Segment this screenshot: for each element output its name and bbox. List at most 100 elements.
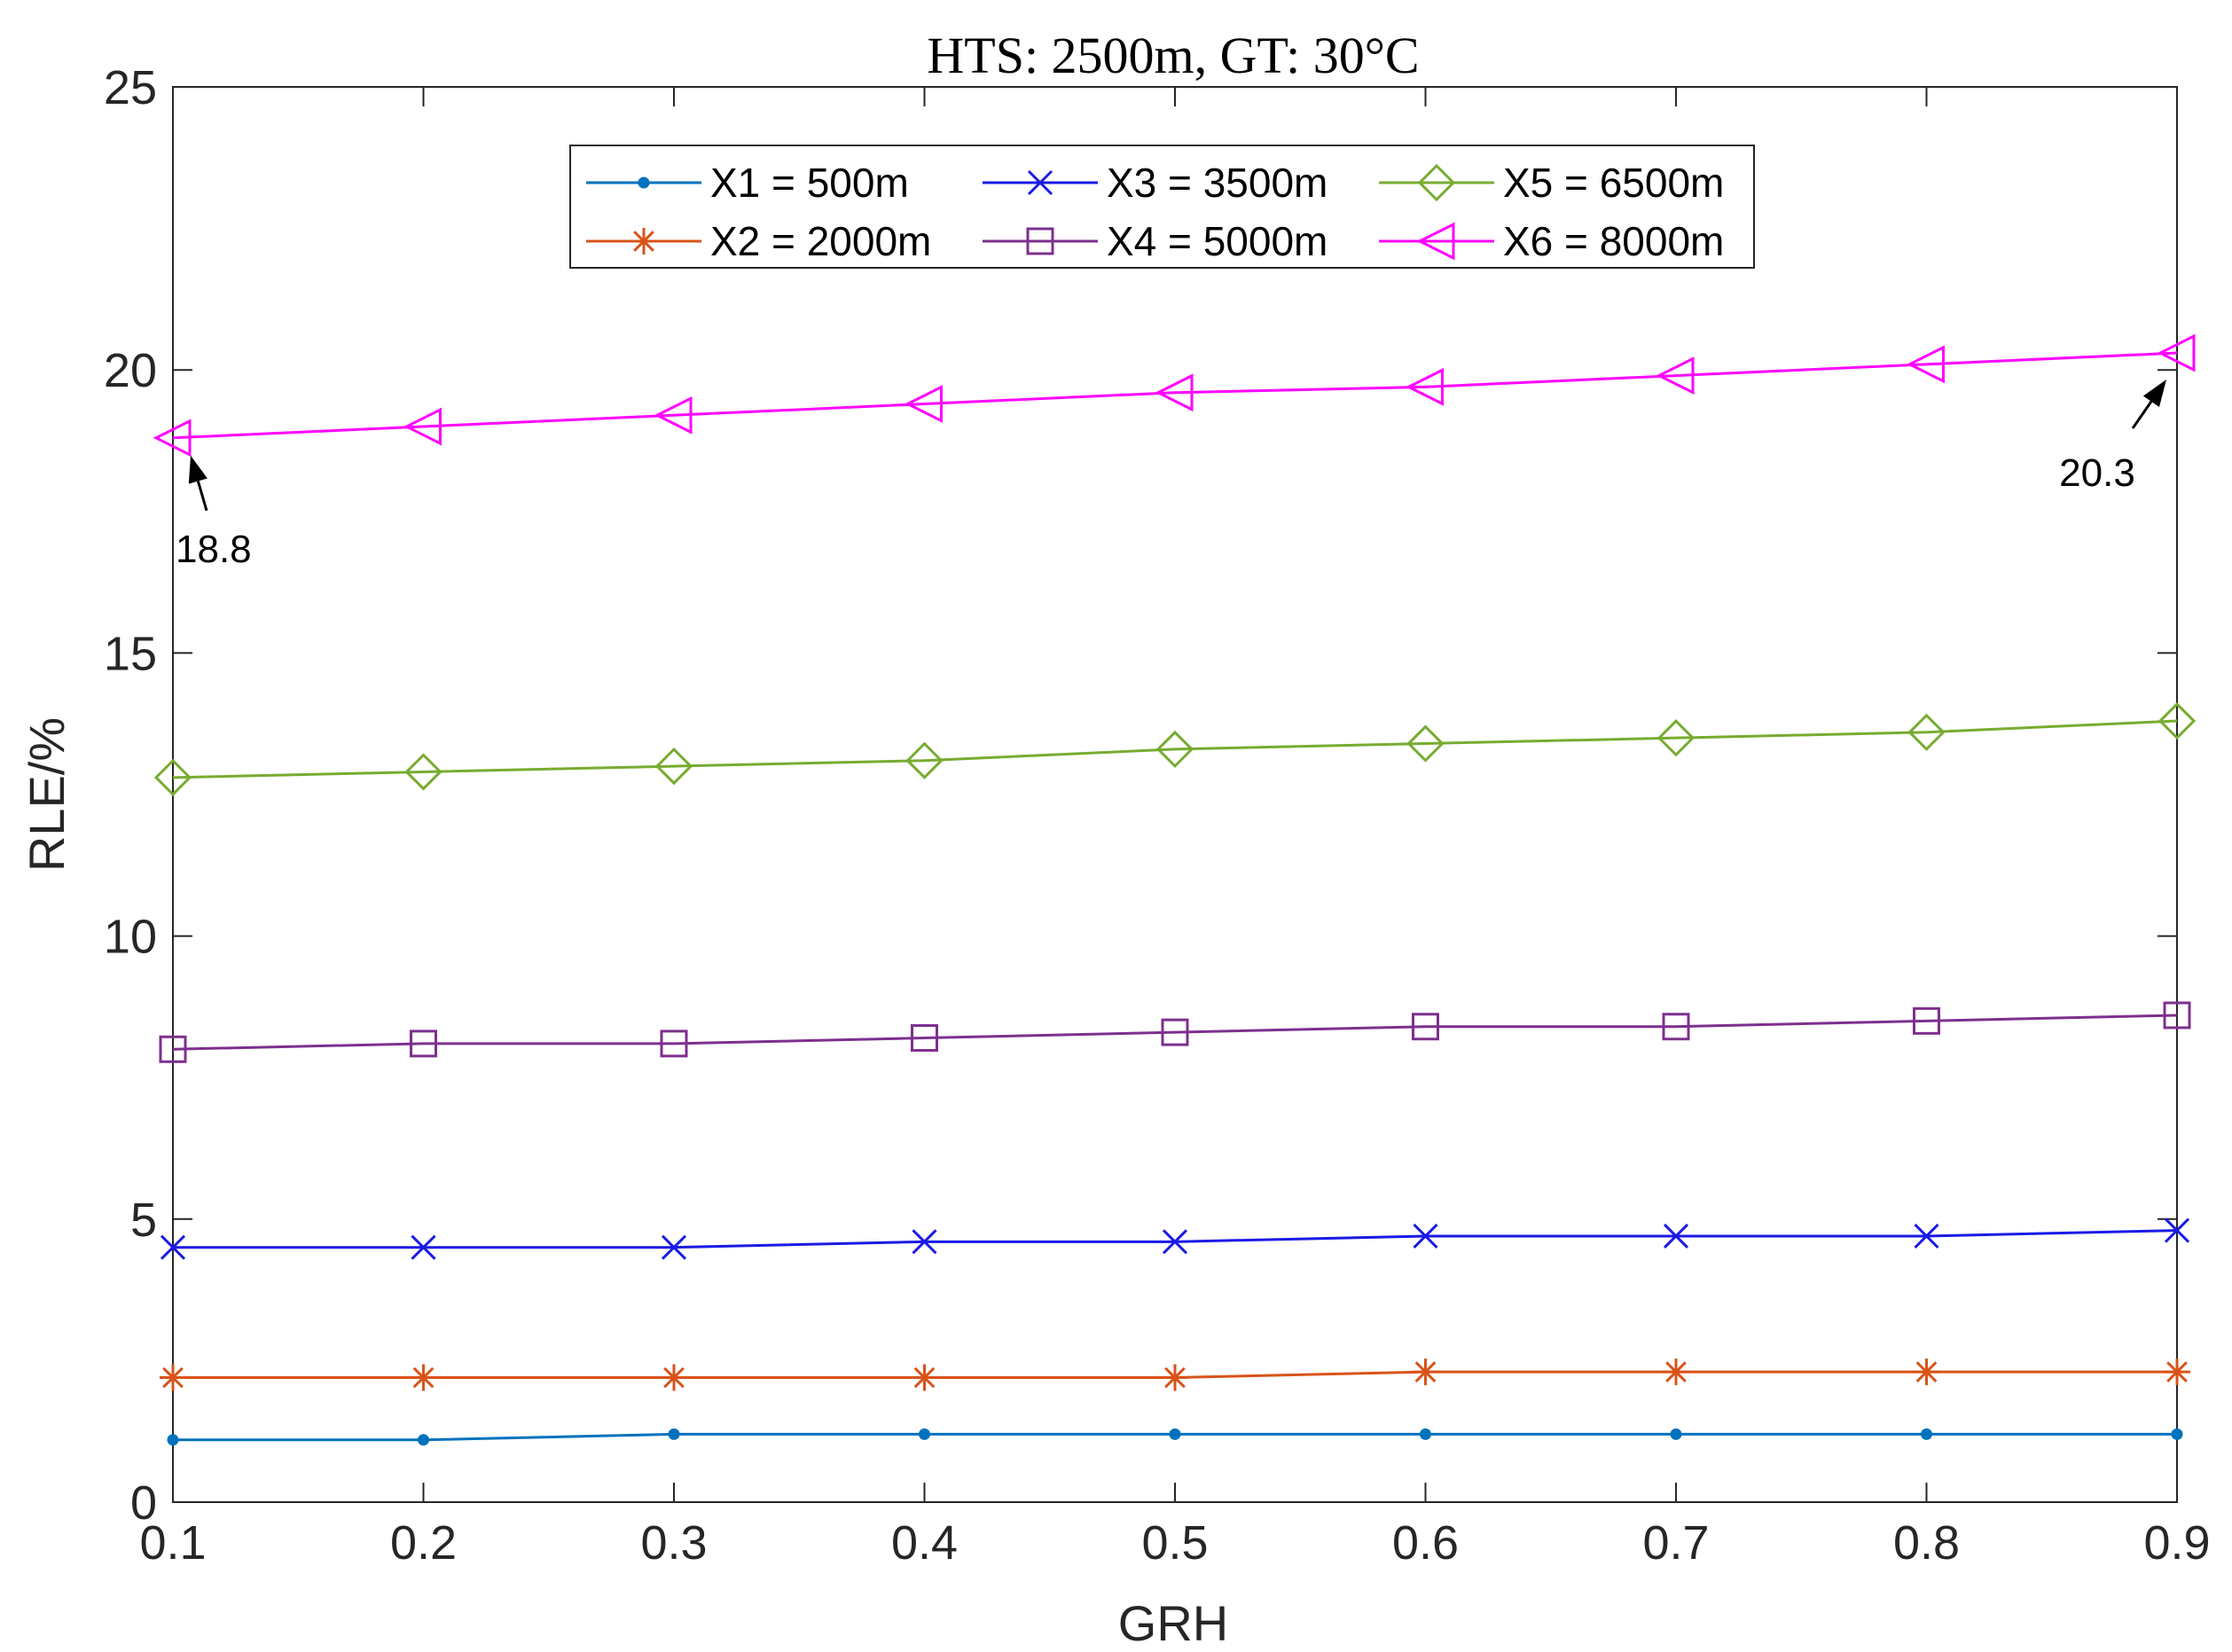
- data-point: [153, 419, 192, 458]
- data-point: [1663, 1358, 1689, 1386]
- data-point: [1406, 724, 1445, 763]
- x-tick-label: 0.7: [1642, 1516, 1709, 1570]
- data-point: [1412, 1013, 1439, 1041]
- y-axis-title: RLE/%: [19, 717, 74, 872]
- series-line: [172, 351, 2178, 440]
- x-tick-label: 0.8: [1893, 1516, 1960, 1570]
- data-point: [1413, 1223, 1438, 1249]
- data-point: [668, 1428, 680, 1440]
- x-tick-label: 0.4: [891, 1516, 958, 1570]
- data-point: [160, 1364, 186, 1391]
- data-point: [654, 395, 693, 435]
- legend-item: X3 = 3500m: [983, 160, 1327, 206]
- data-point: [1406, 367, 1444, 406]
- data-point: [1420, 1428, 1431, 1440]
- data-point: [1161, 1018, 1189, 1046]
- annotation-arrow-shaft: [196, 481, 208, 512]
- y-tick-label: 5: [130, 1194, 157, 1247]
- y-tick-label: 20: [104, 344, 157, 397]
- data-point: [159, 1035, 187, 1063]
- data-point: [905, 741, 944, 779]
- legend-marker: [630, 228, 657, 254]
- x-tick-label: 0.2: [390, 1516, 457, 1570]
- x-axis-title: GRH: [1118, 1595, 1228, 1651]
- data-point: [1921, 1428, 1932, 1440]
- data-point: [661, 1234, 687, 1260]
- x-tick-label: 0.1: [139, 1516, 206, 1570]
- data-point: [1663, 1223, 1689, 1249]
- annotation-label: 20.3: [2059, 451, 2135, 495]
- data-point: [1670, 1428, 1682, 1440]
- annotation-arrow-shaft: [2131, 400, 2153, 429]
- y-tick-label: 10: [104, 911, 157, 964]
- data-point: [160, 1234, 186, 1260]
- legend-label: X4 = 5000m: [1107, 218, 1327, 264]
- data-point: [1155, 373, 1194, 412]
- legend-item: X2 = 2000m: [586, 218, 931, 264]
- x-tick-label: 0.6: [1392, 1516, 1459, 1570]
- legend-item: X4 = 5000m: [983, 218, 1327, 264]
- series-line: [172, 719, 2178, 779]
- legend-label: X1 = 500m: [710, 160, 909, 206]
- data-point: [1656, 719, 1696, 757]
- data-point: [1662, 1013, 1690, 1041]
- legend-marker: [638, 176, 650, 189]
- data-point: [2163, 1001, 2191, 1030]
- data-point: [2171, 1428, 2183, 1440]
- data-point: [1914, 1223, 1939, 1249]
- data-point: [403, 407, 442, 446]
- series-3: [160, 1217, 2190, 1260]
- series-layer: [153, 333, 2197, 1446]
- legend-item: X5 = 6500m: [1379, 160, 1724, 206]
- data-point: [2164, 1217, 2190, 1243]
- data-point: [919, 1428, 930, 1440]
- legend: X1 = 500m X2 = 2000m X3 = 3500m X4 = 5000m X…: [569, 145, 1755, 269]
- data-point: [1907, 713, 1946, 751]
- data-point: [1162, 1364, 1188, 1391]
- y-tick-label: 25: [104, 61, 157, 114]
- data-point: [2164, 1358, 2190, 1386]
- data-point: [410, 1364, 437, 1391]
- data-point: [911, 1364, 938, 1391]
- annotation-layer: 18.8 20.3: [176, 380, 2166, 571]
- legend-label: X2 = 2000m: [710, 218, 931, 264]
- series-5: [153, 701, 2197, 796]
- data-point: [1907, 345, 1945, 384]
- data-point: [2157, 333, 2196, 372]
- legend-marker: [1026, 227, 1054, 255]
- data-point: [1656, 356, 1695, 395]
- legend-label: X5 = 6500m: [1503, 160, 1724, 206]
- data-point: [654, 747, 693, 786]
- legend-label: X6 = 8000m: [1503, 218, 1724, 264]
- chart-title: HTS: 2500m, GT: 30°C: [927, 27, 1419, 84]
- data-point: [1913, 1006, 1940, 1035]
- data-point: [2158, 701, 2197, 740]
- x-tick-label: 0.3: [640, 1516, 707, 1570]
- x-tick-label: 0.9: [2143, 1516, 2210, 1570]
- data-point: [410, 1030, 437, 1058]
- series-6: [153, 333, 2196, 458]
- annotation-arrow-head: [188, 455, 208, 484]
- legend-marker: [1416, 222, 1455, 261]
- data-point: [1412, 1358, 1439, 1386]
- series-1: [167, 1428, 2183, 1446]
- legend-item: X1 = 500m: [586, 160, 909, 206]
- annotation-label: 18.8: [176, 528, 252, 571]
- axes: 0.1 0.2 0.3 0.4 0.5 0.6 0.7 0.8 0.9 0 5 10 15 20 25: [104, 61, 2211, 1570]
- data-point: [167, 1434, 179, 1446]
- series-line: [172, 1014, 2178, 1051]
- y-tick-label: 0: [130, 1476, 157, 1530]
- data-point: [911, 1024, 938, 1053]
- legend-marker: [1417, 163, 1456, 202]
- data-point: [404, 753, 442, 791]
- legend-box: [569, 145, 1755, 269]
- data-point: [661, 1364, 687, 1391]
- data-point: [1169, 1428, 1181, 1440]
- legend-item: X6 = 8000m: [1379, 218, 1724, 264]
- legend-marker: [1027, 169, 1053, 196]
- annotation-arrow-head: [2142, 380, 2166, 407]
- data-point: [912, 1229, 937, 1255]
- data-point: [1155, 730, 1194, 769]
- data-point: [1913, 1358, 1940, 1386]
